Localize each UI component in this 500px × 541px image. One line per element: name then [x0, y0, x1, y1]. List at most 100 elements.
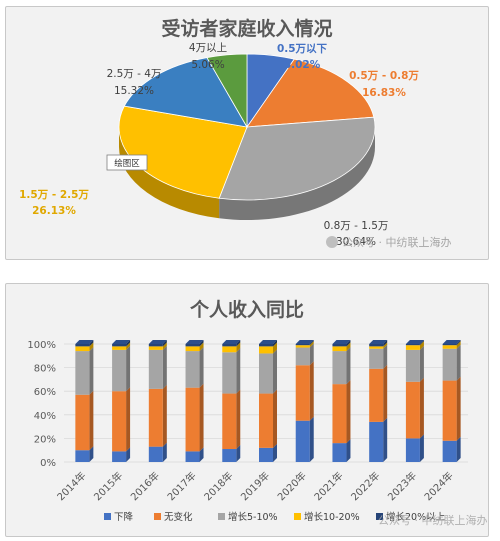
- bar-segment-side: [309, 340, 314, 346]
- legend-swatch: [294, 513, 301, 520]
- legend-label: 增长5-10%: [228, 511, 278, 523]
- y-tick-label: 0%: [40, 458, 56, 469]
- bar-segment: [405, 344, 420, 346]
- bar-segment-side: [456, 341, 461, 349]
- y-tick-label: 100%: [27, 340, 56, 351]
- bar-segment: [75, 450, 90, 462]
- bar-segment: [185, 451, 200, 462]
- bar-segment: [332, 344, 347, 347]
- bar-segment: [112, 344, 127, 347]
- bar-segment: [442, 348, 457, 381]
- bar-segment: [112, 349, 127, 392]
- bar-segment: [112, 391, 127, 452]
- bar-segment-side: [383, 340, 388, 347]
- pie-slice-percent: 15.32%: [114, 85, 154, 97]
- y-tick-label: 60%: [34, 387, 56, 398]
- bar-segment: [405, 349, 420, 382]
- bar-segment-side: [126, 340, 131, 347]
- bar-top-cap: [369, 340, 388, 344]
- bar-segment: [442, 344, 457, 346]
- bar-top-cap: [295, 340, 314, 344]
- bar-segment: [222, 352, 237, 394]
- bar-segment: [332, 384, 347, 444]
- pie-slice-percent: 26.13%: [32, 205, 76, 217]
- pie-slice-percent: 6.02%: [284, 59, 321, 71]
- bar-segment-side: [89, 446, 94, 462]
- bar-segment: [295, 347, 310, 366]
- x-tick-label: 2020年: [275, 469, 309, 503]
- bar-segment: [259, 344, 273, 347]
- bar-segment: [259, 393, 273, 448]
- bar-segment: [75, 346, 90, 352]
- x-tick-label: 2016年: [128, 469, 162, 503]
- bar-segment-side: [126, 342, 131, 350]
- bar-segment: [442, 380, 457, 441]
- bar-top-cap: [442, 340, 461, 344]
- bar-segment: [185, 344, 200, 347]
- bar-segment: [369, 348, 384, 369]
- pie-chart-title: 受访者家庭收入情况: [161, 17, 332, 40]
- bar-segment: [148, 349, 163, 389]
- x-tick-label: 2015年: [91, 469, 125, 503]
- bar-segment-side: [162, 442, 167, 462]
- bar-segment-side: [346, 342, 351, 352]
- bar-segment-side: [419, 341, 424, 350]
- y-tick-label: 20%: [34, 434, 56, 445]
- bar-segment-side: [309, 361, 314, 421]
- bar-segment-side: [273, 389, 277, 448]
- x-tick-label: 2021年: [311, 469, 345, 503]
- bar-segment: [405, 381, 420, 439]
- x-tick-label: 2024年: [421, 469, 455, 503]
- bar-segment: [332, 346, 347, 352]
- pie-chart-panel: 受访者家庭收入情况 0.5万以下 6.02% 0.5万 - 0.8万 16.83% 0.8…: [5, 6, 489, 260]
- legend-label: 无变化: [164, 511, 193, 523]
- bar-segment: [405, 345, 420, 350]
- legend-label: 增长10-20%: [304, 511, 360, 523]
- bar-segment: [222, 344, 237, 347]
- legend-swatch: [376, 513, 383, 520]
- bar-segment-side: [383, 417, 388, 462]
- bar-segment: [185, 351, 200, 388]
- bar-segment: [332, 351, 347, 385]
- x-tick-label: 2017年: [164, 469, 198, 503]
- bar-segment-side: [89, 347, 94, 395]
- x-tick-label: 2023年: [385, 469, 419, 503]
- bar-segment: [442, 440, 457, 462]
- bar-segment-side: [236, 342, 241, 353]
- x-tick-label: 2018年: [201, 469, 235, 503]
- bar-segment-side: [162, 342, 167, 350]
- bar-segment: [75, 394, 90, 451]
- bar-segment-side: [236, 445, 241, 462]
- bar-segment: [369, 368, 384, 422]
- pie-slice-percent: 30.64%: [336, 236, 376, 248]
- bar-segment: [332, 443, 347, 462]
- bar-chart-panel: 个人收入同比 0% 20% 40% 60% 80% 100% 2014年 2015年 2016年 2…: [5, 283, 489, 537]
- plot-area-tooltip-text: 绘图区: [114, 158, 140, 169]
- bar-segment-side: [456, 344, 461, 381]
- bar-segment-side: [199, 342, 204, 352]
- bar-segment-side: [162, 340, 167, 347]
- bar-segment-side: [456, 376, 461, 441]
- legend-swatch: [154, 513, 161, 520]
- pie-chart: 受访者家庭收入情况 0.5万以下 6.02% 0.5万 - 0.8万 16.83% 0.8…: [19, 17, 451, 249]
- pie-slice: [218, 116, 376, 201]
- bar-segment: [222, 346, 237, 353]
- bar-segment: [259, 346, 273, 354]
- bar-segment: [222, 393, 237, 450]
- plot-area-tooltip: [106, 154, 148, 171]
- legend-swatch: [104, 513, 111, 520]
- bar-segment-side: [126, 387, 131, 452]
- bar-segment-side: [309, 416, 314, 462]
- bar-segment-side: [89, 340, 94, 347]
- bar-segment: [295, 420, 310, 462]
- bar-segment: [259, 447, 273, 462]
- bar-segment: [75, 351, 90, 395]
- watermark-text: 公众号 · 中纺联上海办: [378, 513, 488, 527]
- legend-swatch: [218, 513, 225, 520]
- bar-segment-side: [346, 439, 351, 462]
- pie-slice-label: 0.5万以下: [277, 43, 328, 55]
- pie-slice-percent: 5.06%: [191, 59, 224, 71]
- bar-segment: [405, 438, 420, 462]
- bar-top-cap: [112, 340, 131, 344]
